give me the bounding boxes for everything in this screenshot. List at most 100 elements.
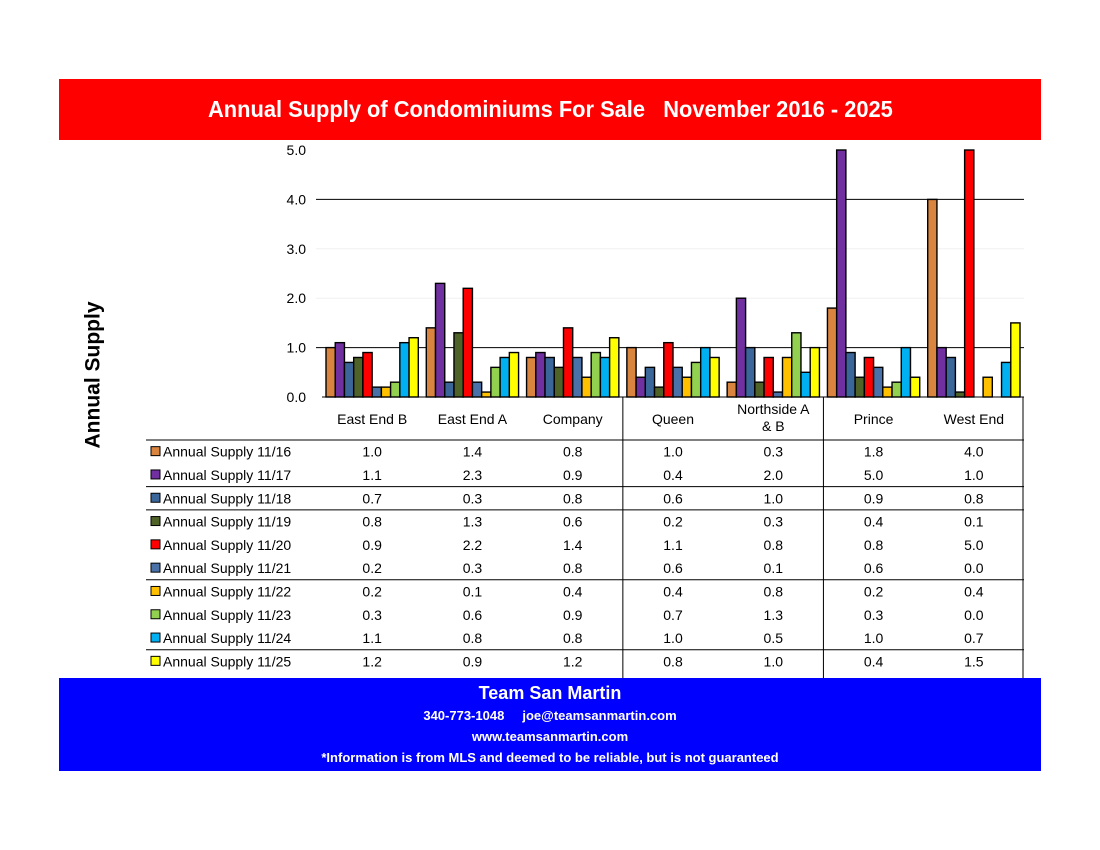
legend-swatch — [150, 562, 161, 573]
bar — [744, 346, 756, 398]
bar — [1010, 322, 1021, 398]
footer-team-name: Team San Martin — [478, 683, 622, 703]
bar — [663, 341, 674, 398]
bar — [1000, 361, 1012, 398]
bar — [562, 327, 574, 398]
table-value: 0.2 — [663, 514, 683, 530]
bar — [644, 366, 656, 398]
table-value: 0.2 — [362, 583, 382, 599]
table-value: 0.8 — [563, 490, 583, 506]
table-value: 0.3 — [362, 607, 382, 623]
bar — [726, 381, 738, 398]
legend-label: Annual Supply 11/18 — [163, 490, 291, 506]
table-value: 0.6 — [663, 560, 683, 576]
bar — [772, 391, 784, 398]
table-value: 2.2 — [463, 537, 483, 553]
table-value: 0.1 — [964, 514, 984, 530]
bar — [590, 351, 602, 398]
legend-label: Annual Supply 11/17 — [163, 467, 291, 483]
legend-swatch — [150, 469, 161, 480]
table-value: 0.3 — [463, 560, 483, 576]
table-value: 0.4 — [663, 583, 683, 599]
bar — [982, 376, 994, 398]
table-value: 1.5 — [964, 653, 984, 669]
table-value: 0.1 — [463, 583, 483, 599]
table-value: 0.8 — [764, 537, 784, 553]
bar — [626, 346, 637, 398]
table-value: 1.1 — [362, 630, 382, 646]
table-value: 0.8 — [764, 583, 784, 599]
bar — [936, 346, 947, 398]
table-value: 1.0 — [663, 444, 683, 460]
legend-label: Annual Supply 11/25 — [163, 653, 291, 669]
table-value: 1.4 — [563, 537, 583, 553]
y-tick-label: 2.0 — [287, 290, 307, 306]
y-tick-label: 5.0 — [287, 142, 307, 158]
bar — [553, 366, 565, 398]
footer-email[interactable]: joe@teamsanmartin.com — [522, 708, 677, 723]
y-tick-label: 0.0 — [287, 389, 307, 405]
bar — [690, 361, 702, 398]
category-label: Prince — [854, 411, 894, 427]
bar — [927, 198, 938, 398]
bar — [800, 371, 811, 398]
table-value: 1.1 — [362, 467, 382, 483]
legend-swatch — [150, 632, 161, 643]
table-value: 1.0 — [362, 444, 382, 460]
bar — [480, 391, 492, 398]
table-value: 0.8 — [563, 444, 583, 460]
bar — [371, 386, 383, 398]
bar — [362, 351, 373, 398]
bar — [444, 381, 455, 398]
bar — [352, 356, 364, 398]
table-value: 0.2 — [864, 583, 884, 599]
bar — [909, 376, 921, 398]
bar — [854, 376, 866, 398]
bar — [653, 386, 665, 398]
legend-label: Annual Supply 11/23 — [163, 607, 291, 623]
bar — [499, 356, 511, 398]
table-value: 5.0 — [864, 467, 884, 483]
bar — [835, 149, 847, 398]
table-value: 0.8 — [362, 514, 382, 530]
legend-swatch — [150, 655, 161, 666]
table-value: 0.4 — [964, 583, 984, 599]
category-label: West End — [944, 411, 1004, 427]
bar — [425, 327, 437, 398]
legend-label: Annual Supply 11/20 — [163, 537, 291, 553]
bar — [681, 376, 693, 398]
bar — [735, 297, 747, 398]
bar — [508, 351, 520, 398]
y-tick-label: 1.0 — [287, 340, 307, 356]
bar — [872, 366, 884, 398]
table-value: 0.3 — [463, 490, 483, 506]
footer-bar: Team San Martin 340-773-1048 joe@teamsan… — [59, 678, 1041, 771]
bar — [490, 366, 501, 398]
table-value: 0.8 — [463, 630, 483, 646]
table-value: 0.0 — [964, 560, 984, 576]
table-value: 1.0 — [864, 630, 884, 646]
bar — [882, 386, 893, 398]
table-value: 0.3 — [764, 514, 784, 530]
table-value: 1.0 — [764, 490, 784, 506]
bar — [325, 346, 336, 398]
table-value: 0.6 — [563, 514, 583, 530]
bar — [608, 337, 620, 398]
table-value: 0.6 — [463, 607, 483, 623]
bar — [754, 381, 765, 398]
bar — [399, 341, 410, 398]
footer-contact: 340-773-1048 joe@teamsanmartin.com — [59, 705, 1041, 726]
table-value: 1.3 — [764, 607, 784, 623]
bar — [343, 361, 355, 398]
legend-label: Annual Supply 11/21 — [163, 560, 291, 576]
bar — [334, 341, 346, 398]
y-tick-label: 4.0 — [287, 191, 307, 207]
table-value: 2.3 — [463, 467, 483, 483]
bar — [544, 356, 555, 398]
table-value: 0.8 — [663, 653, 683, 669]
bar — [672, 366, 683, 398]
legend-label: Annual Supply 11/16 — [163, 444, 291, 460]
footer-website[interactable]: www.teamsanmartin.com — [471, 729, 629, 744]
table-value: 0.4 — [563, 583, 583, 599]
